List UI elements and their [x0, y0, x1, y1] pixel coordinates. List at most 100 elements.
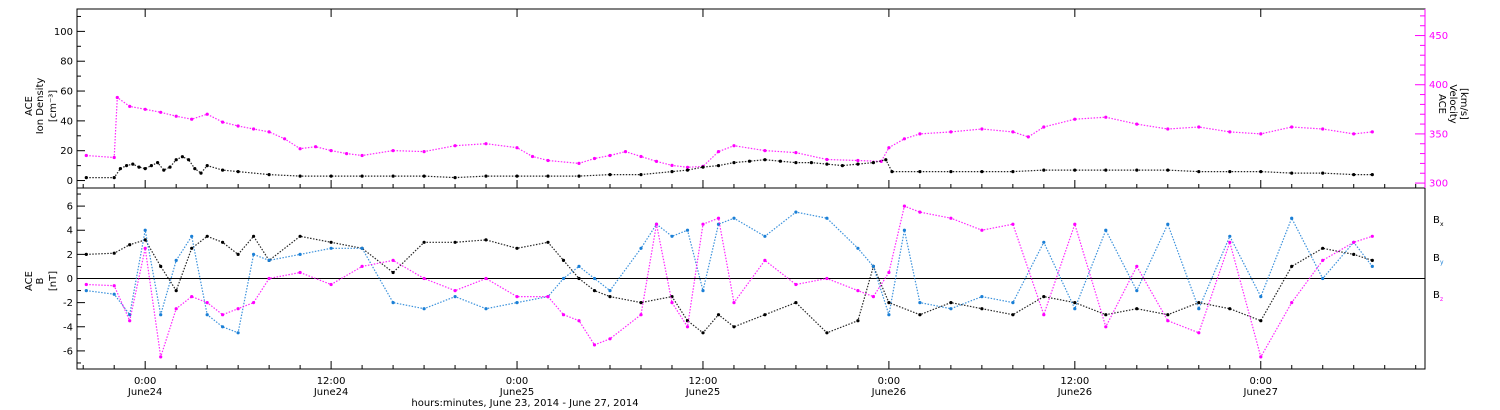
- bx-point: [329, 240, 333, 244]
- bz-point: [360, 264, 364, 268]
- velocity-point: [391, 149, 395, 153]
- field-tick-label: -6: [63, 346, 73, 357]
- bx-point: [825, 331, 829, 335]
- density-series: [84, 155, 1374, 180]
- bx-point: [716, 313, 721, 317]
- x-tick-date-label: June24: [127, 387, 163, 398]
- bz-point: [825, 276, 829, 281]
- velocity-point: [1228, 130, 1232, 134]
- density-point: [701, 165, 705, 169]
- field-tick-label: 2: [67, 250, 73, 261]
- velocity-point: [1259, 132, 1263, 136]
- bx-point: [190, 246, 194, 250]
- velocity-point: [949, 130, 953, 134]
- density-point: [608, 173, 612, 177]
- data-points: [84, 95, 1374, 359]
- bz-point: [453, 289, 457, 293]
- density-point: [221, 168, 225, 172]
- density-point: [716, 164, 721, 168]
- bx-point: [1166, 313, 1170, 317]
- bz-point: [1228, 240, 1232, 244]
- by-point: [701, 289, 705, 293]
- by-point: [484, 307, 488, 311]
- velocity-point: [298, 147, 302, 151]
- density-point: [112, 176, 116, 180]
- density-point: [577, 174, 581, 178]
- bz-point: [949, 216, 953, 220]
- velocity-point: [1135, 122, 1139, 126]
- bx-point: [918, 313, 922, 317]
- density-point: [1073, 168, 1077, 172]
- bx-point: [1259, 319, 1263, 323]
- density-point: [118, 167, 122, 171]
- by-point: [391, 301, 395, 305]
- velocity-point: [267, 130, 271, 134]
- velocity-point: [174, 114, 178, 118]
- legend-bz-label: B: [1433, 290, 1440, 301]
- by-point: [267, 258, 271, 262]
- density-point: [168, 165, 172, 169]
- bx-point: [639, 301, 643, 305]
- density-point: [236, 170, 240, 174]
- by-point: [732, 216, 736, 220]
- density-point: [884, 158, 888, 162]
- bz-point: [918, 210, 922, 214]
- density-point: [193, 167, 197, 171]
- by-point: [252, 252, 256, 256]
- bz-point: [763, 258, 767, 262]
- velocity-point: [1166, 127, 1170, 131]
- by-point: [856, 246, 860, 250]
- by-point: [871, 264, 876, 268]
- bx-point: [794, 301, 798, 305]
- field-tick-label: -4: [63, 322, 73, 333]
- bz-point: [902, 204, 907, 208]
- density-point: [137, 165, 141, 169]
- velocity-point: [887, 146, 891, 150]
- velocity-axis-title-line1: ACE: [1436, 94, 1447, 114]
- density-point: [1228, 170, 1232, 174]
- bx-point: [1042, 295, 1046, 299]
- by-point: [825, 216, 829, 220]
- x-tick-date-label: June25: [499, 387, 535, 398]
- by-point: [1135, 289, 1139, 293]
- field-tick-label: 0: [67, 274, 73, 285]
- by-point: [887, 313, 891, 317]
- bz-point: [1197, 331, 1201, 335]
- density-point: [1104, 168, 1108, 172]
- by-point: [577, 264, 581, 268]
- bx-point: [980, 307, 984, 311]
- bz-point: [422, 276, 426, 281]
- density-point: [162, 168, 166, 172]
- axis-ticks: 020406080100300350400450-6-4-202460:00Ju…: [54, 9, 1448, 398]
- bz-point: [112, 284, 116, 288]
- density-point: [856, 162, 860, 166]
- density-point: [1197, 170, 1201, 174]
- by-point: [980, 295, 984, 299]
- velocity-point: [143, 107, 147, 111]
- density-tick-label: 100: [54, 27, 73, 38]
- bz-point: [267, 276, 271, 281]
- bz-point: [608, 337, 612, 341]
- bz-point: [484, 276, 488, 281]
- velocity-point: [128, 104, 132, 108]
- bx-point: [732, 325, 736, 329]
- field-tick-label: -2: [63, 298, 73, 309]
- bx-point: [221, 240, 225, 244]
- bz-point: [174, 307, 178, 311]
- bz-point: [221, 313, 225, 317]
- by-point: [1104, 228, 1108, 232]
- by-point: [1166, 222, 1170, 226]
- velocity-point: [329, 149, 333, 153]
- density-point: [685, 168, 690, 172]
- velocity-point: [314, 145, 318, 149]
- velocity-tick-label: 350: [1429, 129, 1448, 140]
- bz-point: [980, 228, 984, 232]
- by-point: [453, 295, 457, 299]
- density-point: [794, 161, 798, 165]
- bz-point: [1042, 313, 1046, 317]
- bx-point: [1104, 313, 1108, 317]
- velocity-point: [1026, 135, 1030, 139]
- bz-point: [205, 301, 209, 305]
- bx-point: [453, 240, 457, 244]
